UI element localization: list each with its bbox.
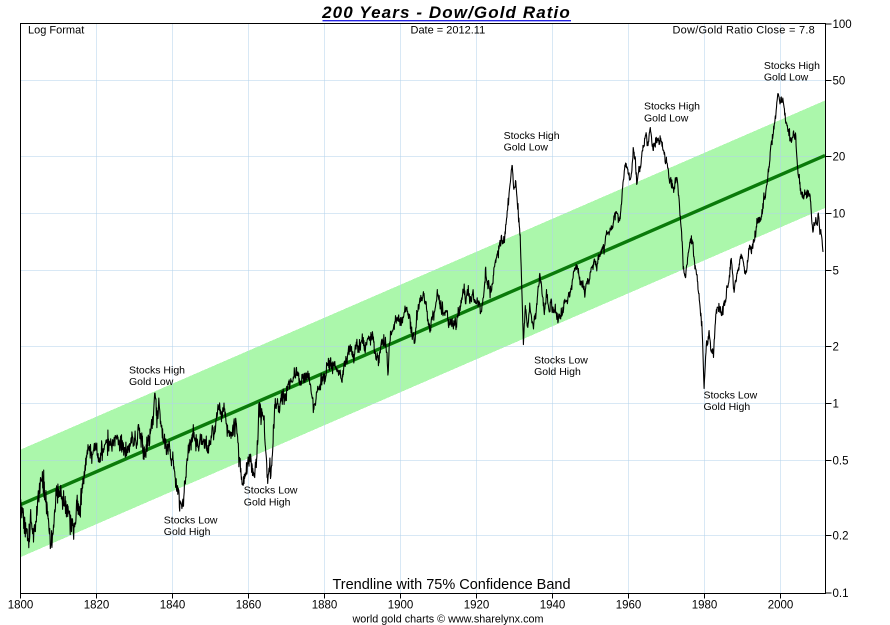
svg-text:100: 100 [833, 19, 852, 31]
svg-text:5: 5 [833, 266, 839, 278]
svg-text:10: 10 [833, 209, 846, 221]
svg-text:Stocks High: Stocks High [644, 101, 700, 113]
svg-text:Gold High: Gold High [164, 526, 211, 538]
svg-text:50: 50 [833, 76, 846, 88]
svg-text:2000: 2000 [768, 600, 794, 612]
svg-text:0.2: 0.2 [833, 531, 849, 543]
svg-text:1840: 1840 [160, 600, 186, 612]
svg-text:Gold High: Gold High [244, 496, 291, 508]
svg-text:Gold High: Gold High [704, 401, 751, 413]
svg-text:Gold Low: Gold Low [504, 142, 549, 154]
svg-text:0.5: 0.5 [833, 456, 849, 468]
svg-text:Gold Low: Gold Low [764, 72, 809, 84]
svg-text:1: 1 [833, 399, 839, 411]
svg-text:Log Format: Log Format [28, 25, 84, 37]
svg-text:20: 20 [833, 152, 846, 164]
svg-text:Stocks Low: Stocks Low [534, 354, 588, 366]
svg-text:Date = 2012.11: Date = 2012.11 [411, 25, 486, 37]
svg-text:1920: 1920 [464, 600, 490, 612]
svg-text:1860: 1860 [236, 600, 262, 612]
svg-text:Gold Low: Gold Low [644, 112, 689, 124]
svg-text:Stocks High: Stocks High [129, 364, 185, 376]
svg-text:Gold Low: Gold Low [129, 376, 174, 388]
svg-text:Gold High: Gold High [534, 366, 581, 378]
svg-text:Trendline with 75% Confidence: Trendline with 75% Confidence Band [332, 577, 570, 593]
svg-text:1800: 1800 [8, 600, 34, 612]
svg-text:Stocks Low: Stocks Low [244, 485, 298, 497]
svg-text:2: 2 [833, 342, 839, 354]
svg-text:Stocks High: Stocks High [764, 60, 820, 72]
svg-text:Stocks High: Stocks High [504, 130, 560, 142]
svg-text:1960: 1960 [616, 600, 642, 612]
svg-text:Dow/Gold Ratio Close = 7.8: Dow/Gold Ratio Close = 7.8 [672, 25, 815, 37]
svg-text:1980: 1980 [692, 600, 718, 612]
svg-text:Stocks Low: Stocks Low [164, 515, 218, 527]
svg-text:1940: 1940 [540, 600, 566, 612]
svg-text:1880: 1880 [312, 600, 338, 612]
svg-text:Stocks Low: Stocks Low [704, 390, 758, 402]
svg-text:1900: 1900 [388, 600, 414, 612]
svg-text:0.1: 0.1 [833, 588, 849, 600]
svg-text:world gold charts © www.sharel: world gold charts © www.sharelynx.com [352, 614, 544, 625]
svg-text:200 Years - Dow/Gold Ratio: 200 Years - Dow/Gold Ratio [321, 3, 571, 22]
svg-text:1820: 1820 [84, 600, 110, 612]
